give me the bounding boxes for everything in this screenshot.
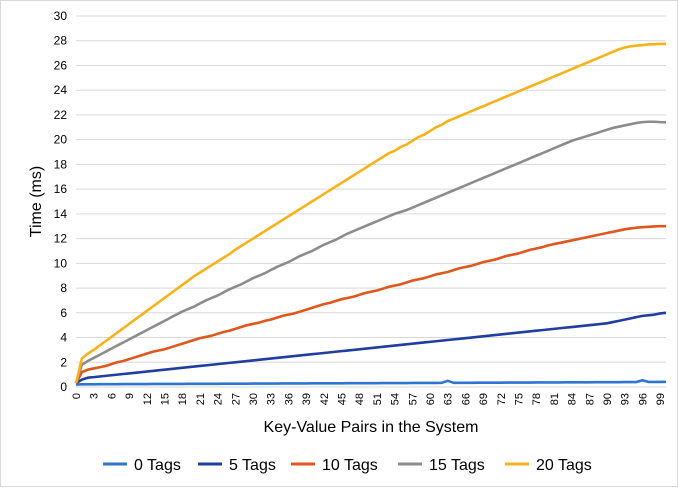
x-axis-title: Key-Value Pairs in the System <box>264 419 479 436</box>
x-tick-label: 93 <box>620 393 632 405</box>
x-tick-label: 33 <box>266 393 278 405</box>
series-line-1 <box>75 311 667 385</box>
x-tick-label: 0 <box>71 393 83 399</box>
y-tick-label: 10 <box>54 256 68 270</box>
x-tick-label: 69 <box>478 393 490 405</box>
x-tick-label: 3 <box>89 393 101 399</box>
y-tick-label: 30 <box>54 9 68 23</box>
x-axis-ticks: 0 3 6 9 12 15 18 21 24 27 30 33 36 39 42 45 48 51 54 57 60 63… <box>71 393 667 405</box>
y-tick-label: 28 <box>54 34 68 48</box>
x-tick-label: 60 <box>425 393 437 405</box>
series-line-0 <box>75 378 667 386</box>
x-tick-label: 15 <box>160 393 172 405</box>
y-tick-label: 20 <box>54 133 68 147</box>
x-tick-label: 18 <box>177 393 189 405</box>
legend-label: 0 Tags <box>134 457 181 474</box>
x-tick-label: 72 <box>496 393 508 405</box>
legend: 0 Tags 5 Tags 10 Tags 15 Tags 20 Tags <box>103 457 592 474</box>
series-line-2 <box>74 224 666 384</box>
legend-label: 5 Tags <box>229 457 276 474</box>
x-tick-label: 84 <box>567 393 579 405</box>
legend-label: 15 Tags <box>429 457 485 474</box>
y-tick-label: 18 <box>54 157 68 171</box>
x-tick-label: 30 <box>248 393 260 405</box>
x-tick-label: 42 <box>319 393 331 405</box>
x-tick-label: 66 <box>460 393 472 405</box>
x-tick-label: 6 <box>106 393 118 399</box>
y-tick-label: 6 <box>60 306 67 320</box>
y-tick-label: 12 <box>54 232 68 246</box>
y-tick-label: 16 <box>54 182 68 196</box>
gridlines <box>76 15 666 388</box>
series-lines <box>74 42 667 386</box>
y-tick-label: 26 <box>54 58 68 72</box>
x-tick-label: 63 <box>443 393 455 405</box>
y-tick-label: 4 <box>60 331 67 345</box>
x-tick-label: 39 <box>301 393 313 405</box>
y-tick-label: 8 <box>60 281 67 295</box>
x-tick-label: 54 <box>390 393 402 405</box>
x-tick-label: 36 <box>283 393 295 405</box>
x-tick-label: 96 <box>637 393 649 405</box>
series-line-4 <box>74 42 667 384</box>
x-tick-label: 45 <box>337 393 349 405</box>
y-tick-label: 0 <box>60 380 67 394</box>
x-tick-label: 48 <box>354 393 366 405</box>
x-tick-label: 9 <box>124 393 136 399</box>
x-tick-label: 27 <box>230 393 242 405</box>
y-tick-label: 14 <box>54 207 68 221</box>
y-tick-label: 2 <box>60 355 67 369</box>
y-tick-label: 24 <box>54 83 68 97</box>
x-tick-label: 87 <box>584 393 596 405</box>
series-line-3 <box>74 120 667 384</box>
legend-label: 20 Tags <box>536 457 592 474</box>
x-tick-label: 81 <box>549 393 561 405</box>
x-tick-label: 24 <box>213 393 225 405</box>
x-tick-label: 12 <box>142 393 154 405</box>
x-tick-label: 78 <box>531 393 543 405</box>
x-tick-label: 51 <box>372 393 384 405</box>
x-tick-label: 90 <box>602 393 614 405</box>
x-tick-label: 21 <box>195 393 207 405</box>
y-axis-title: Time (ms) <box>28 166 45 237</box>
x-tick-label: 75 <box>514 393 526 405</box>
x-tick-label: 99 <box>655 393 667 405</box>
legend-label: 10 Tags <box>322 457 378 474</box>
y-tick-label: 22 <box>54 108 68 122</box>
x-tick-label: 57 <box>407 393 419 405</box>
